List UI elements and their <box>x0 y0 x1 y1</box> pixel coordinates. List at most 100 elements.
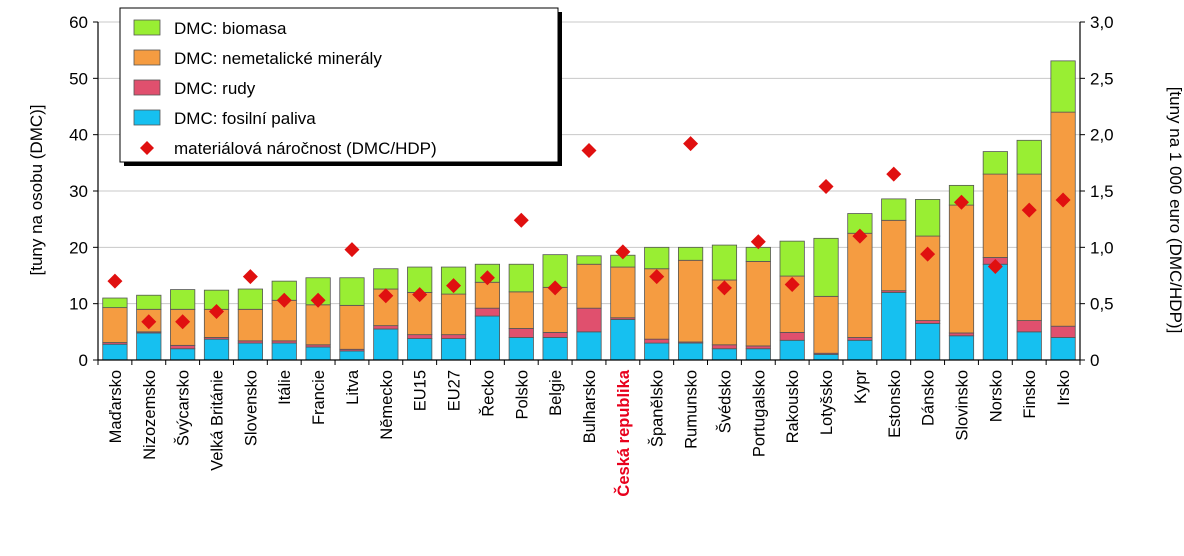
intensity-marker <box>886 166 902 182</box>
category-label: Kypr <box>852 370 870 404</box>
bar-segment <box>644 268 670 340</box>
bar-segment <box>610 266 636 319</box>
intensity-marker <box>1055 192 1071 208</box>
bar-segment <box>508 263 534 293</box>
bar-segment <box>677 259 704 343</box>
intensity-marker <box>479 270 495 286</box>
intensity-marker <box>649 269 665 285</box>
category-label: Rakousko <box>784 370 802 443</box>
right-tick-label: 1,0 <box>1090 238 1114 257</box>
bar-segment <box>915 322 941 361</box>
right-tick-label: 3,0 <box>1090 13 1114 32</box>
right-axis-ticks: 0 0,5 1,0 1,5 2,0 2,5 3,0 <box>1080 13 1114 370</box>
intensity-marker <box>209 304 225 320</box>
intensity-marker <box>581 142 597 158</box>
bar-segment <box>1050 325 1076 338</box>
bar-segment <box>136 332 162 361</box>
bar-segment <box>982 151 1008 175</box>
bar-segment <box>542 331 568 338</box>
legend-box <box>119 7 559 163</box>
bar-segment <box>102 343 128 361</box>
bar-segment <box>542 337 568 361</box>
bar-segment <box>237 288 263 310</box>
bar-segment <box>474 307 501 317</box>
category-label: Litva <box>344 369 362 405</box>
left-tick-label: 60 <box>69 13 88 32</box>
bar-segment <box>102 297 128 309</box>
category-label: Velká Británie <box>209 370 227 471</box>
bar-segment <box>711 344 738 350</box>
category-label: Rumunsko <box>683 370 701 449</box>
left-tick-label: 20 <box>69 238 88 257</box>
category-label: Řecko <box>478 370 497 417</box>
bar-segment <box>982 263 1008 361</box>
bar-segment <box>644 246 670 270</box>
category-label: Portugalsko <box>750 370 768 457</box>
bar-segment <box>102 307 128 343</box>
bar-segment <box>576 263 602 309</box>
legend-label: materiálová náročnost (DMC/HDP) <box>174 139 437 158</box>
intensity-marker <box>310 292 326 308</box>
bar-segment <box>948 332 975 337</box>
legend-swatch <box>140 141 154 155</box>
left-axis-ticks: 0 10 20 30 40 50 60 <box>69 13 98 370</box>
bar-segment <box>440 338 467 361</box>
legend-label: DMC: rudy <box>174 79 256 98</box>
intensity-marker <box>987 258 1003 274</box>
category-label: Švédsko <box>715 370 734 433</box>
bar-segment <box>847 339 873 361</box>
right-tick-label: 2,0 <box>1090 126 1114 145</box>
category-label: Lotyšsko <box>818 370 836 435</box>
category-label: Estonsko <box>886 370 904 438</box>
right-tick-label: 0 <box>1090 351 1099 370</box>
bar-segment <box>915 199 941 237</box>
bar-segment <box>610 319 636 361</box>
category-label: Finsko <box>1021 370 1039 419</box>
category-label: Irsko <box>1055 370 1073 406</box>
intensity-marker <box>446 278 462 294</box>
bar-segment <box>508 328 534 338</box>
bar-segment <box>440 334 467 339</box>
category-label: Polsko <box>513 370 531 420</box>
bar-segment <box>1016 139 1042 175</box>
bar-segment <box>881 219 907 292</box>
right-tick-label: 0,5 <box>1090 295 1114 314</box>
bar-segment <box>1050 111 1076 327</box>
left-axis-title: [tuny na osobu (DMC)] <box>27 104 46 275</box>
category-label: Bulharsko <box>581 370 599 443</box>
category-label: EU27 <box>446 370 464 411</box>
intensity-marker <box>683 136 699 152</box>
intensity-marker <box>1021 202 1037 218</box>
left-tick-label: 10 <box>69 295 88 314</box>
bar-segment <box>847 232 873 338</box>
bar-segment <box>881 291 907 361</box>
bar-segment <box>779 339 805 361</box>
intensity-marker <box>242 269 258 285</box>
category-labels: Maďarsko Nizozemsko Švýcarsko Velká Británi… <box>107 369 1073 496</box>
bar-segment <box>1016 320 1042 333</box>
intensity-marker <box>818 178 834 194</box>
bar-segment <box>170 289 196 310</box>
intensity-marker <box>750 234 766 250</box>
bar-segment <box>576 255 602 265</box>
intensity-marker <box>852 228 868 244</box>
bar-segment <box>305 346 331 361</box>
bar-segment <box>170 348 196 361</box>
right-tick-label: 1,5 <box>1090 182 1114 201</box>
left-tick-label: 0 <box>79 351 88 370</box>
bar-segment <box>779 240 805 277</box>
category-label: Nizozemsko <box>141 370 159 460</box>
bar-segment <box>576 307 602 333</box>
legend-label: DMC: fosilní paliva <box>174 109 316 128</box>
bar-segment <box>373 268 399 290</box>
intensity-marker <box>547 280 563 296</box>
category-label: Slovensko <box>242 370 260 446</box>
legend-swatch <box>133 49 161 66</box>
category-label: Maďarsko <box>107 370 125 443</box>
bar-segment <box>373 288 399 327</box>
bar-segment <box>644 338 670 344</box>
bar-segment <box>576 331 602 361</box>
bar-segment <box>339 304 365 350</box>
category-label: Slovinsko <box>953 370 971 441</box>
